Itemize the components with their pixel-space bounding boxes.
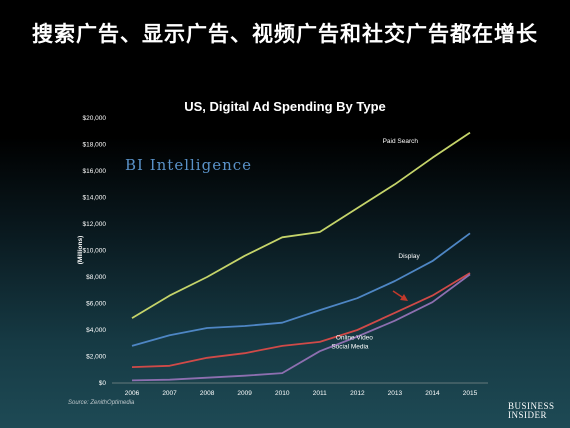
y-tick-label: $8,000 xyxy=(86,274,106,281)
series-line-social-media xyxy=(131,273,471,382)
y-tick-label: $14,000 xyxy=(83,195,107,202)
y-axis-label: (Millions) xyxy=(77,236,84,265)
x-tick-label: 2015 xyxy=(463,390,478,397)
series-label: Social Media xyxy=(331,344,369,351)
x-tick-label: 2009 xyxy=(237,390,252,397)
series-line-paid-search xyxy=(131,131,471,319)
series-lines xyxy=(131,131,471,382)
slide-title: 搜索广告、显示广告、视频广告和社交广告都在增长 xyxy=(32,22,538,46)
x-tick-label: 2008 xyxy=(200,390,215,397)
series-label: Online Video xyxy=(336,334,373,341)
x-tick-label: 2011 xyxy=(313,390,327,397)
business-insider-logo: BUSINESS INSIDER xyxy=(508,402,568,420)
x-tick-labels: 2006 2007 2008 2009 2010 2011 2012 2013 2014 2015 xyxy=(125,390,478,397)
y-tick-label: $6,000 xyxy=(86,301,106,308)
brand-label: BI Intelligence xyxy=(125,156,253,174)
logo-line-2: INSIDER xyxy=(508,410,547,420)
y-tick-label: $10,000 xyxy=(83,248,107,255)
y-tick-label: $2,000 xyxy=(86,354,106,361)
x-tick-label: 2010 xyxy=(275,390,290,397)
y-tick-label: $18,000 xyxy=(83,142,107,149)
y-tick-label: $20,000 xyxy=(83,115,107,122)
series-label: Display xyxy=(398,253,420,260)
source-note: Source: ZenithOptimedia xyxy=(68,400,135,406)
series-labels: Paid Search Display Online Video Social Med… xyxy=(331,138,420,351)
logo-line-1: BUSINESS xyxy=(508,401,555,411)
y-tick-label: $12,000 xyxy=(83,221,107,228)
series-label: Paid Search xyxy=(383,138,419,145)
x-tick-label: 2007 xyxy=(162,390,177,397)
x-tick-label: 2012 xyxy=(350,390,365,397)
x-tick-label: 2013 xyxy=(388,390,403,397)
arrow-icon xyxy=(392,290,408,301)
series-line-online-video xyxy=(131,272,471,368)
y-tick-label: $16,000 xyxy=(83,168,107,175)
chart-title: US, Digital Ad Spending By Type xyxy=(184,99,386,114)
series-line-display xyxy=(131,232,471,347)
x-tick-label: 2014 xyxy=(425,390,440,397)
y-tick-label: $4,000 xyxy=(86,327,106,334)
y-tick-labels: $0 $2,000 $4,000 $6,000 $8,000 $10,000 $12,000… xyxy=(83,115,107,387)
y-tick-label: $0 xyxy=(99,380,107,387)
x-tick-label: 2006 xyxy=(125,390,140,397)
